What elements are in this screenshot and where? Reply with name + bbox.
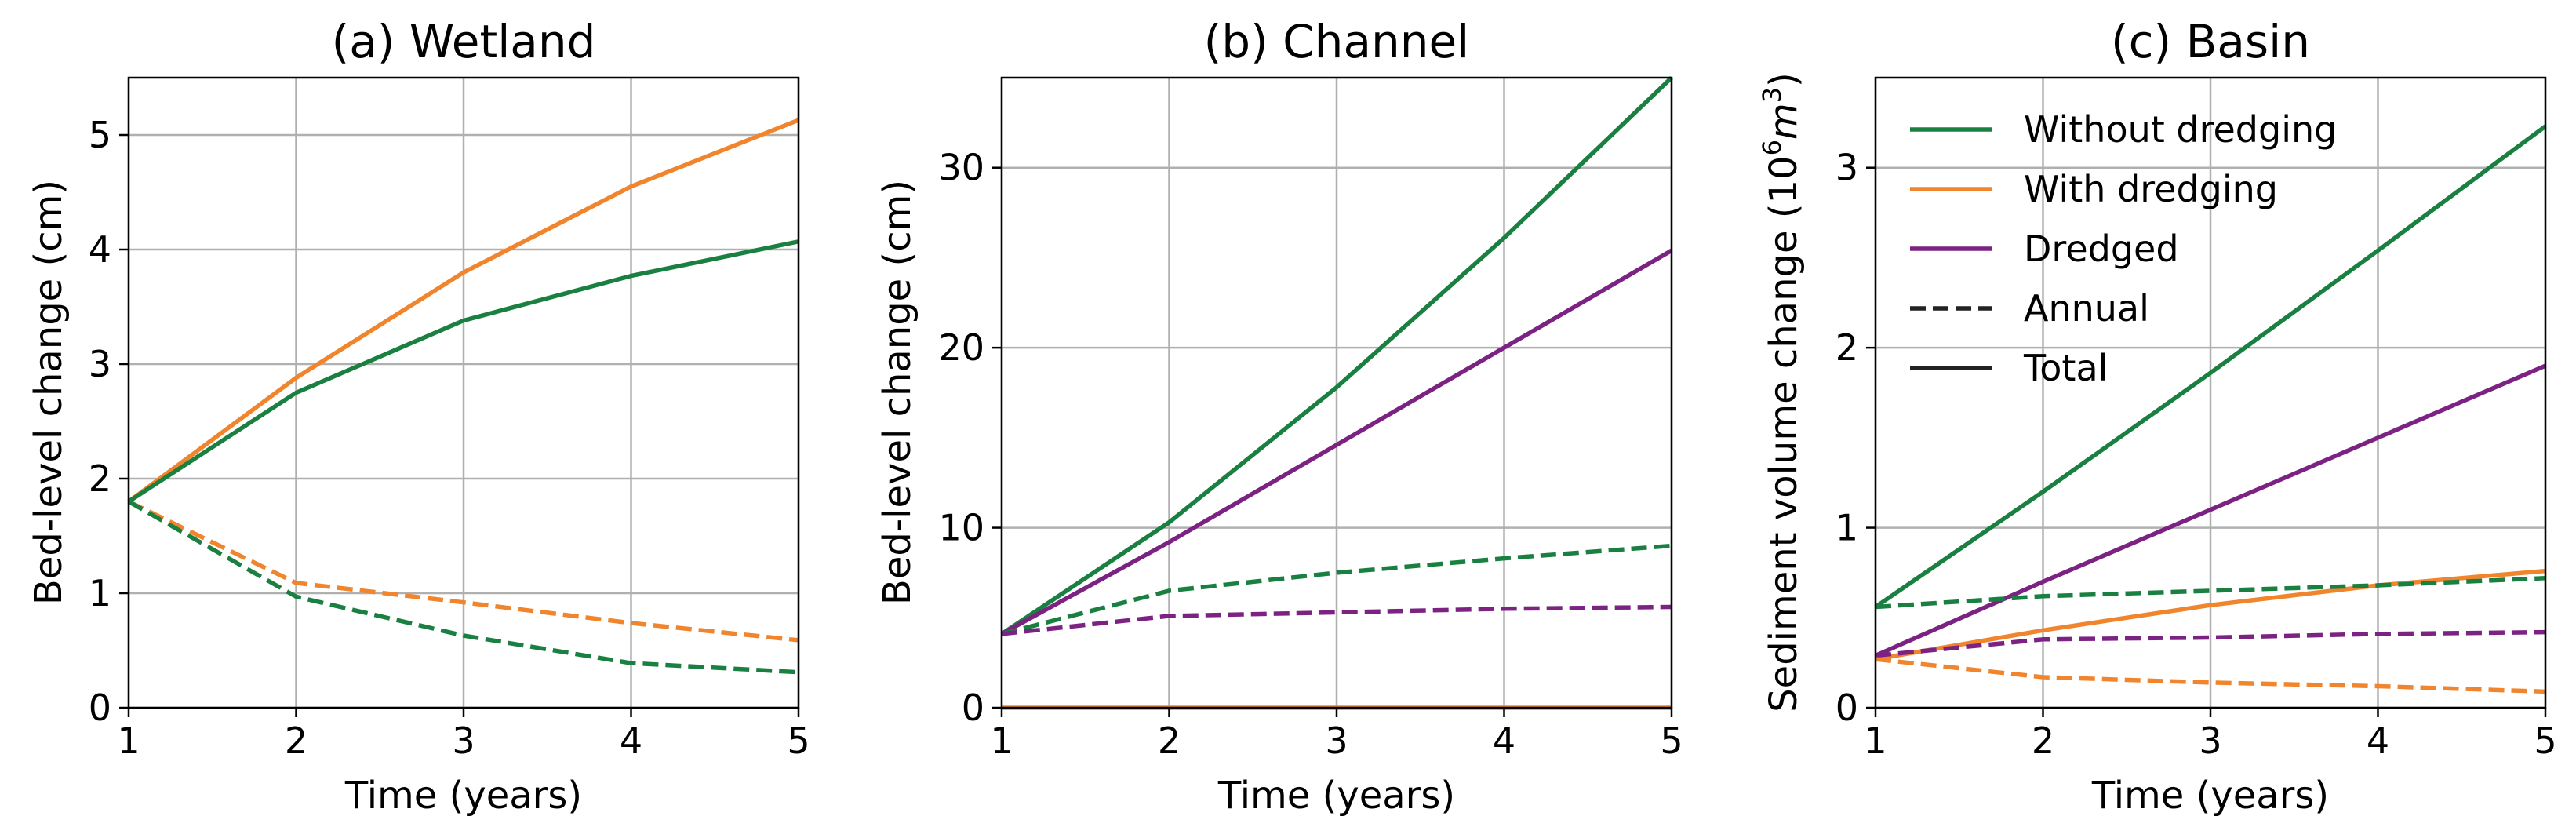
legend-label: With dredging <box>2024 168 2278 210</box>
x-tick-label: 5 <box>787 720 810 762</box>
series-line-dredged-dashed <box>1001 604 1672 636</box>
x-tick-label: 4 <box>1493 720 1515 762</box>
y-tick-label: 3 <box>89 343 111 385</box>
x-tick-label: 1 <box>117 720 140 762</box>
legend-label: Annual <box>2024 287 2149 330</box>
series-line-with-dredging-solid <box>1875 568 2546 661</box>
series-line-without-dredging-solid <box>127 239 799 504</box>
x-tick-label: 3 <box>1325 720 1348 762</box>
y-tick-label: 20 <box>938 326 984 369</box>
y-tick-label: 0 <box>962 687 984 729</box>
panel-title: (c) Basin <box>2111 15 2310 68</box>
legend-label: Dredged <box>2024 228 2179 270</box>
x-tick-label: 4 <box>2367 720 2389 762</box>
x-tick-label: 3 <box>452 720 475 762</box>
x-axis-label: Time (years) <box>344 774 582 818</box>
legend: Without dredging With dredging Dredged Annu… <box>1910 108 2337 389</box>
x-tick-label: 5 <box>1660 720 1683 762</box>
series-line-without-dredging-dashed <box>127 499 799 675</box>
y-tick-label: 30 <box>938 147 984 189</box>
y-tick-label: 10 <box>938 507 984 549</box>
panel-title: (a) Wetland <box>332 15 596 68</box>
panel-channel: (b) Channel 1 2 3 4 5 0 10 20 30 Time (years) Be… <box>875 15 1683 818</box>
x-axis-label: Time (years) <box>1217 774 1455 818</box>
x-tick-label: 4 <box>620 720 642 762</box>
x-tick-label: 1 <box>1864 720 1887 762</box>
x-tick-label: 2 <box>1158 720 1181 762</box>
x-tick-label: 2 <box>2032 720 2054 762</box>
y-axis-label: Sediment volume change (106m3) <box>1757 72 1806 712</box>
y-tick-label: 4 <box>89 228 111 271</box>
x-tick-label: 1 <box>990 720 1013 762</box>
x-axis-label: Time (years) <box>2091 774 2329 818</box>
y-tick-label: 3 <box>1836 147 1858 189</box>
series-line-without-dredging-dashed <box>1001 543 1672 636</box>
y-axis-label: Bed-level change (cm) <box>27 180 71 605</box>
y-axis-label: Bed-level change (cm) <box>875 180 919 605</box>
series-line-without-dredging-solid <box>1000 76 1673 636</box>
series-line-dredged-solid <box>1874 363 2547 658</box>
y-tick-label: 5 <box>89 114 111 156</box>
panel-title: (b) Channel <box>1204 15 1470 68</box>
x-tick-label: 5 <box>2534 720 2556 762</box>
legend-label: Without dredging <box>2024 108 2337 151</box>
series-line-dredged-dashed <box>1875 629 2546 658</box>
series-line-without-dredging-solid <box>1874 124 2547 609</box>
legend-label: Total <box>2023 347 2108 389</box>
y-tick-label: 0 <box>89 687 111 729</box>
series-line-dredged-solid <box>1000 248 1673 636</box>
series-line-with-dredging-dashed <box>127 499 799 643</box>
y-tick-label: 1 <box>89 572 111 614</box>
x-tick-label: 2 <box>285 720 307 762</box>
y-tick-label: 1 <box>1836 507 1858 549</box>
series-line-without-dredging-dashed <box>1875 576 2546 610</box>
x-tick-label: 3 <box>2199 720 2221 762</box>
series-line-with-dredging-dashed <box>1875 657 2546 694</box>
y-tick-label: 2 <box>89 457 111 500</box>
y-tick-label: 0 <box>1836 687 1858 729</box>
series-line-with-dredging-solid <box>127 118 800 504</box>
y-tick-label: 2 <box>1836 326 1858 369</box>
